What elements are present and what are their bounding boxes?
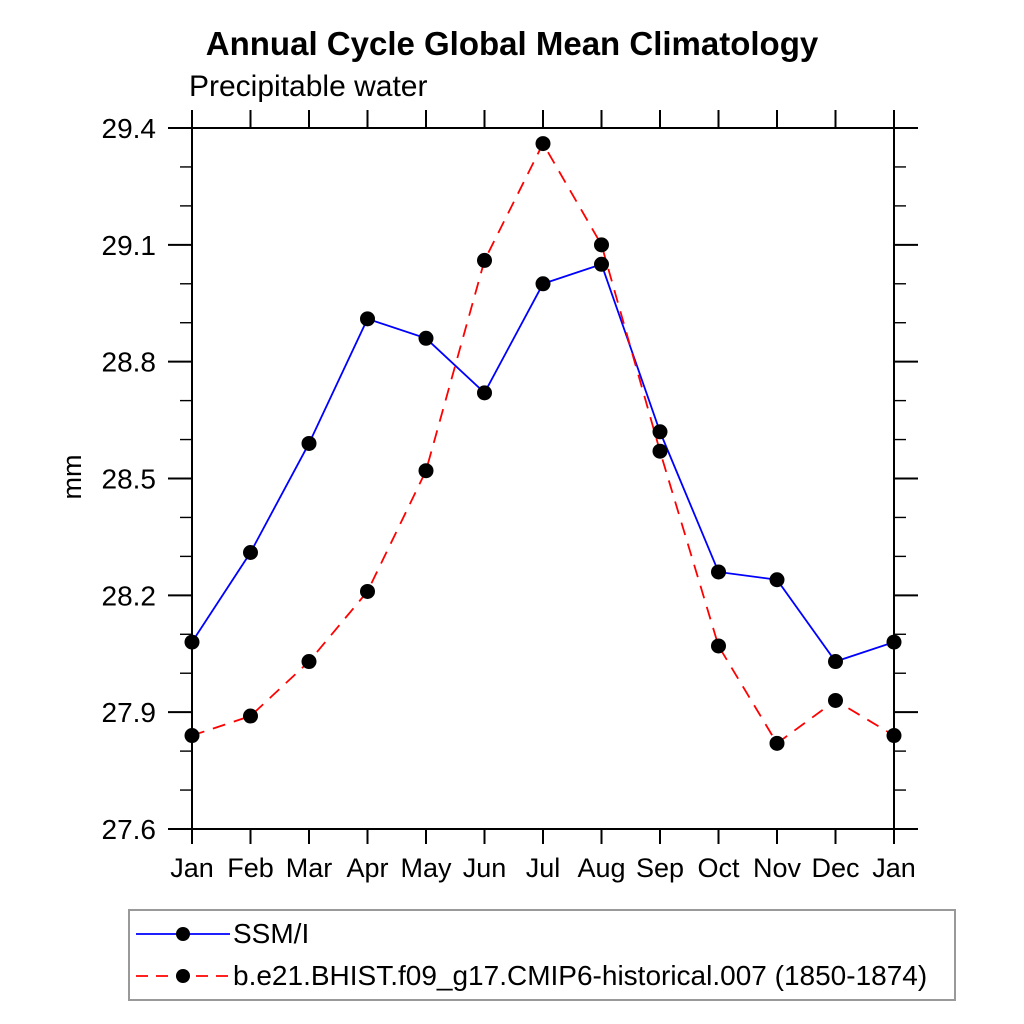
data-point-1-10 — [769, 735, 785, 751]
data-point-0-8 — [652, 424, 668, 440]
x-tick-label: Aug — [577, 853, 625, 883]
legend-item-ssmi: SSM/I — [133, 915, 954, 953]
legend-sample-line-1 — [136, 969, 230, 983]
data-point-1-12 — [886, 728, 902, 744]
data-point-1-3 — [360, 583, 375, 599]
x-tick-label: Jul — [526, 853, 561, 883]
legend-item-model: b.e21.BHIST.f09_g17.CMIP6-historical.007… — [133, 957, 954, 995]
data-point-0-10 — [769, 572, 785, 588]
data-point-1-9 — [711, 638, 726, 654]
series-line-1 — [191, 141, 895, 745]
data-point-0-6 — [535, 276, 551, 292]
y-tick-label: 27.6 — [102, 814, 157, 845]
data-point-0-2 — [301, 435, 317, 451]
data-point-0-4 — [418, 330, 434, 346]
y-tick-label: 28.8 — [102, 347, 157, 378]
data-point-1-5 — [477, 252, 492, 268]
chart-subtitle: Precipitable water — [189, 70, 428, 103]
data-point-1-11 — [828, 692, 843, 708]
y-tick-label: 28.2 — [102, 580, 157, 611]
data-point-1-6 — [535, 136, 551, 152]
data-point-0-1 — [243, 544, 258, 560]
x-tick-label: Apr — [346, 853, 388, 883]
data-point-1-7 — [594, 237, 609, 253]
y-tick-label: 28.5 — [102, 464, 157, 495]
y-tick-label: 27.9 — [102, 697, 157, 728]
legend-label-model: b.e21.BHIST.f09_g17.CMIP6-historical.007… — [233, 960, 928, 991]
data-point-0-11 — [828, 654, 843, 670]
data-point-1-8 — [652, 443, 668, 459]
x-tick-label: Jan — [170, 853, 214, 883]
x-tick-label: May — [400, 853, 452, 883]
data-point-0-9 — [711, 564, 726, 580]
data-point-0-3 — [360, 311, 375, 327]
data-point-1-4 — [418, 463, 434, 479]
chart-title: Annual Cycle Global Mean Climatology — [205, 25, 819, 62]
data-point-1-2 — [301, 654, 317, 670]
x-tick-label: Sep — [636, 853, 684, 883]
x-tick-label: Dec — [811, 853, 859, 883]
x-tick-label: Jan — [872, 853, 916, 883]
plot-frame — [191, 127, 895, 830]
y-tick-label: 29.1 — [102, 230, 157, 261]
y-tick-label: 29.4 — [102, 113, 157, 144]
x-tick-label: Nov — [753, 853, 802, 883]
legend-marker-icon — [176, 969, 190, 983]
data-point-0-5 — [477, 385, 492, 401]
x-tick-label: Jun — [463, 853, 507, 883]
x-tick-label: Oct — [697, 853, 740, 883]
data-point-1-0 — [184, 728, 200, 744]
legend-marker-icon — [176, 927, 190, 941]
data-point-0-0 — [184, 634, 200, 650]
legend: SSM/I b.e21.BHIST.f09_g17.CMIP6-historic… — [128, 909, 956, 1001]
data-point-0-12 — [886, 634, 902, 650]
legend-sample-line-0 — [136, 927, 230, 941]
data-point-0-7 — [594, 256, 609, 272]
data-point-1-1 — [243, 708, 258, 724]
legend-label-ssmi: SSM/I — [233, 918, 310, 949]
series-line-0 — [191, 263, 895, 663]
x-tick-label: Feb — [227, 853, 274, 883]
x-tick-label: Mar — [286, 853, 333, 883]
